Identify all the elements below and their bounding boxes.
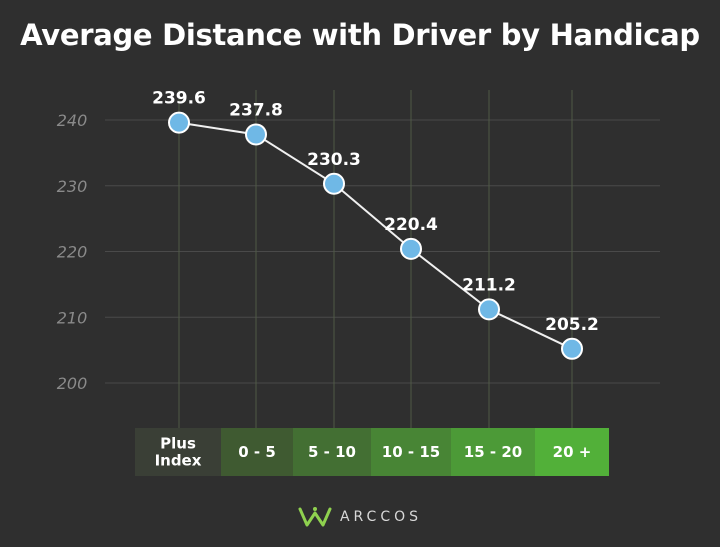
- series-polyline: [178, 121, 573, 350]
- series-line: [178, 121, 573, 350]
- y-tick-label: 220: [57, 243, 88, 262]
- x-tick-label: 5 - 10: [308, 443, 356, 461]
- y-axis: 200 210 220 230 240: [57, 111, 88, 393]
- crown-w-icon: [298, 507, 332, 527]
- data-label: 220.4: [384, 215, 438, 235]
- y-tick-label: 240: [57, 111, 88, 130]
- x-tick-label: 10 - 15: [382, 443, 440, 461]
- category-box: [293, 428, 371, 476]
- data-label: 230.3: [307, 150, 361, 170]
- category-box: [221, 428, 293, 476]
- data-point: [561, 337, 583, 360]
- category-box: [451, 428, 535, 476]
- x-tick-label: Plus: [160, 435, 196, 453]
- x-tick-label: 20 +: [553, 443, 592, 461]
- data-label: 239.6: [152, 89, 206, 109]
- data-label: 205.2: [545, 315, 599, 335]
- y-tick-label: 200: [57, 374, 88, 393]
- chart-title: Average Distance with Driver by Handicap: [20, 18, 700, 52]
- category-box: [371, 428, 451, 476]
- brand-logo: ARCCOS: [0, 506, 720, 528]
- data-point: [168, 111, 190, 134]
- data-labels: 239.6 237.8 230.3 220.4 211.2 205.2: [152, 89, 599, 335]
- data-point: [245, 123, 267, 146]
- data-label: 211.2: [462, 275, 516, 295]
- data-point: [400, 237, 422, 260]
- data-point: [323, 172, 345, 195]
- y-tick-label: 230: [57, 177, 88, 196]
- category-box: [135, 428, 221, 476]
- x-tick-label: 0 - 5: [238, 443, 276, 461]
- grid: [105, 90, 660, 428]
- data-point: [478, 298, 500, 321]
- category-box: [535, 428, 609, 476]
- data-points: [168, 111, 583, 360]
- data-label: 237.8: [229, 100, 283, 120]
- logo-text: ARCCOS: [339, 509, 423, 525]
- y-tick-label: 210: [57, 308, 88, 327]
- x-tick-label: Index: [155, 452, 202, 470]
- x-tick-label: 15 - 20: [464, 443, 522, 461]
